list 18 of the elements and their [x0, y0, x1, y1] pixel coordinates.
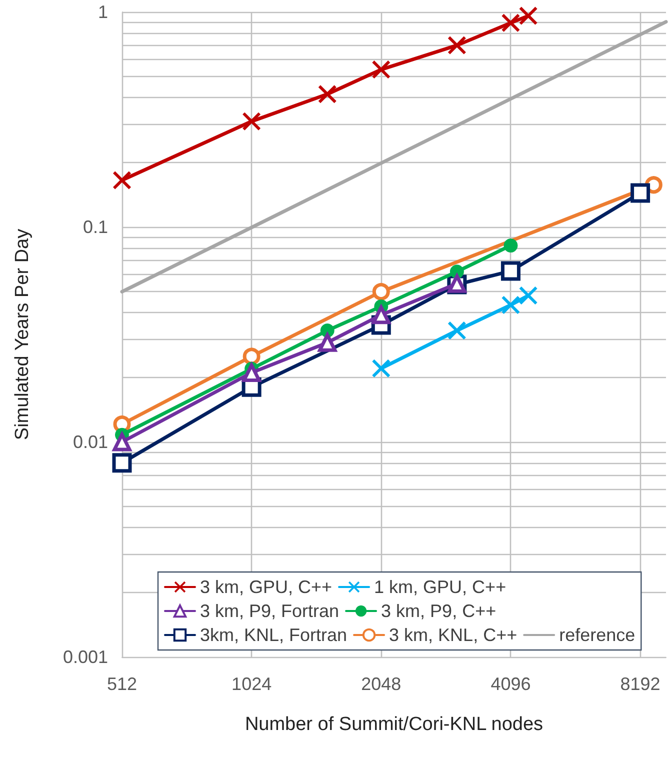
x-tick-label: 4096: [490, 674, 531, 694]
y-tick-label: 0.1: [82, 217, 108, 237]
legend-label: 1 km, GPU, C++: [374, 577, 506, 597]
x-tick-label: 512: [106, 674, 138, 694]
x-tick-label: 1024: [232, 674, 272, 694]
legend-label: 3 km, GPU, C++: [200, 577, 332, 597]
y-tick-label: 1: [98, 2, 108, 22]
x-tick-label: 8192: [620, 674, 660, 694]
legend-label: reference: [559, 625, 636, 645]
legend-label: 3 km, P9, Fortran: [200, 601, 340, 621]
legend-label: 3km, KNL, Fortran: [200, 625, 348, 645]
y-axis-title: Simulated Years Per Day: [12, 228, 33, 440]
y-tick-label: 0.01: [72, 432, 108, 452]
legend-label: 3 km, P9, C++: [381, 601, 496, 621]
y-tick-label: 0.001: [62, 647, 108, 667]
legend-label: 3 km, KNL, C++: [389, 625, 518, 645]
x-tick-label: 2048: [361, 674, 402, 694]
x-axis-title: Number of Summit/Cori-KNL nodes: [244, 714, 544, 735]
